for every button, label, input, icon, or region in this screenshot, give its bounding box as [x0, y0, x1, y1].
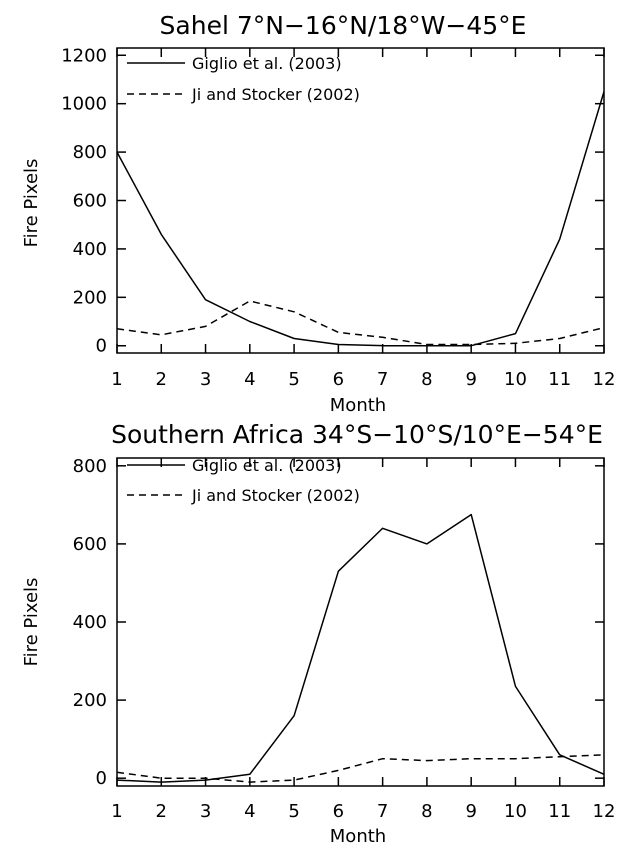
x-tick-label: 1: [111, 369, 122, 390]
series-layer: [116, 513, 605, 783]
legend-label-ji: Ji and Stocker (2002): [191, 85, 360, 104]
y-tick-label: 600: [73, 534, 107, 555]
plot-frame: [116, 457, 605, 787]
y-tick-label: 0: [96, 768, 107, 789]
series-layer: [116, 91, 605, 347]
x-axis: 1 2 3 4 5 6 7 8 9 10 11 12: [111, 48, 615, 390]
x-tick-label: 11: [548, 369, 571, 390]
y-tick-label: 0: [96, 336, 107, 357]
x-tick-label: 8: [421, 801, 432, 822]
x-tick-label: 5: [288, 369, 299, 390]
x-tick-label: 11: [548, 801, 571, 822]
x-tick-label: 3: [200, 369, 211, 390]
x-tick-label: 2: [156, 369, 167, 390]
x-axis-label: Month: [330, 395, 386, 416]
chart-panel-sahel: Sahel 7°N−16°N/18°W−45°E 020040060080010…: [21, 11, 615, 416]
y-tick-label: 800: [73, 456, 107, 477]
x-axis-label: Month: [330, 826, 386, 847]
series-line-ji: [116, 754, 605, 783]
x-tick-label: 4: [244, 801, 255, 822]
x-tick-label: 1: [111, 801, 122, 822]
x-tick-label: 8: [421, 369, 432, 390]
x-tick-label: 5: [288, 801, 299, 822]
legend: Giglio et al. (2003) Ji and Stocker (200…: [127, 54, 360, 104]
y-tick-label: 1200: [61, 45, 107, 66]
x-axis: 1 2 3 4 5 6 7 8 9 10 11 12: [111, 458, 615, 822]
series-line-ji: [116, 300, 605, 346]
x-tick-label: 2: [156, 801, 167, 822]
x-tick-label: 9: [465, 369, 476, 390]
x-tick-label: 6: [333, 369, 344, 390]
x-tick-label: 10: [504, 801, 527, 822]
x-tick-label: 4: [244, 369, 255, 390]
chart-title: Southern Africa 34°S−10°S/10°E−54°E: [111, 420, 603, 449]
y-axis-label: Fire Pixels: [21, 578, 42, 667]
x-tick-label: 7: [377, 369, 388, 390]
y-tick-label: 400: [73, 612, 107, 633]
x-tick-label: 6: [333, 801, 344, 822]
y-tick-label: 200: [73, 690, 107, 711]
legend-label-ji: Ji and Stocker (2002): [191, 486, 360, 505]
x-tick-label: 9: [465, 801, 476, 822]
y-axis: 0 200 400 600 800: [73, 456, 604, 789]
legend-label-giglio: Giglio et al. (2003): [192, 456, 342, 475]
plot-frame: [116, 47, 605, 354]
x-tick-label: 10: [504, 369, 527, 390]
y-axis-label: Fire Pixels: [21, 159, 42, 248]
x-tick-label: 12: [593, 801, 616, 822]
y-tick-label: 800: [73, 142, 107, 163]
chart-panel-southern-africa: Southern Africa 34°S−10°S/10°E−54°E 0 200…: [21, 420, 615, 847]
x-tick-label: 7: [377, 801, 388, 822]
y-tick-label: 600: [73, 191, 107, 212]
legend: Giglio et al. (2003) Ji and Stocker (200…: [127, 456, 360, 505]
y-tick-label: 200: [73, 287, 107, 308]
chart-title: Sahel 7°N−16°N/18°W−45°E: [160, 11, 527, 40]
x-tick-label: 12: [593, 369, 616, 390]
series-line-giglio: [116, 513, 605, 783]
legend-label-giglio: Giglio et al. (2003): [192, 54, 342, 73]
series-line-giglio: [116, 91, 605, 347]
y-tick-label: 1000: [61, 94, 107, 115]
y-axis: 0 200 400 600 800 1000 1200: [61, 45, 604, 357]
y-tick-label: 400: [73, 239, 107, 260]
x-tick-label: 3: [200, 801, 211, 822]
